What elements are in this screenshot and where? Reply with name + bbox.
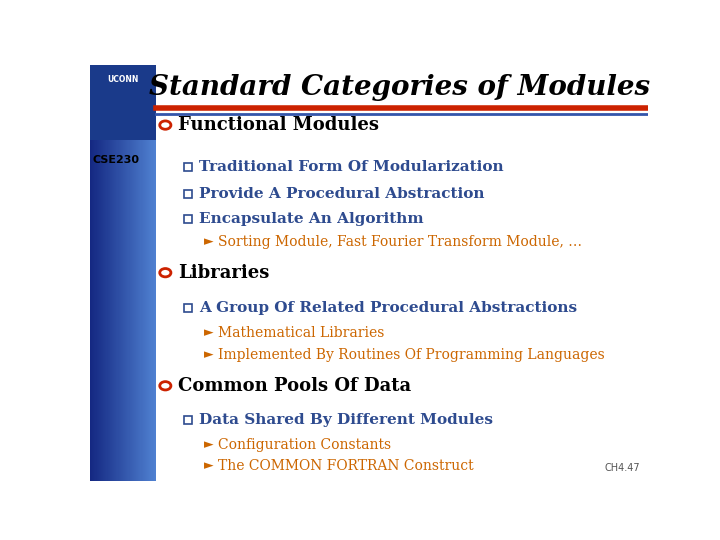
Bar [184, 416, 192, 424]
Bar [121, 65, 122, 481]
Bar [120, 65, 121, 481]
Bar [101, 65, 102, 481]
Text: UCONN: UCONN [107, 75, 139, 84]
Bar [132, 65, 134, 481]
Bar [115, 65, 117, 481]
Bar [184, 215, 192, 222]
Text: Functional Modules: Functional Modules [178, 116, 379, 134]
Text: ►: ► [204, 348, 214, 361]
Text: ►: ► [204, 459, 214, 472]
Bar [155, 65, 156, 481]
Bar [128, 65, 130, 481]
Bar [114, 65, 115, 481]
Bar [145, 65, 146, 481]
Text: CSE230: CSE230 [93, 156, 140, 165]
Bar [153, 65, 155, 481]
Bar [113, 65, 114, 481]
Text: Data Shared By Different Modules: Data Shared By Different Modules [199, 413, 493, 427]
Bar [91, 65, 92, 481]
Bar [151, 65, 153, 481]
Bar [102, 65, 103, 481]
Bar [105, 65, 107, 481]
Bar [92, 65, 94, 481]
Bar [126, 65, 127, 481]
Bar [148, 65, 149, 481]
Bar [142, 65, 143, 481]
Text: CH4.47: CH4.47 [604, 463, 639, 473]
Text: ►: ► [204, 235, 214, 248]
Bar [96, 65, 98, 481]
Bar [149, 65, 150, 481]
Text: Mathematical Libraries: Mathematical Libraries [218, 326, 384, 340]
Bar [125, 65, 126, 481]
Text: Traditional Form Of Modularization: Traditional Form Of Modularization [199, 160, 504, 174]
Text: Libraries: Libraries [178, 264, 269, 282]
Bar [122, 65, 123, 481]
Bar [103, 65, 104, 481]
Bar [112, 65, 113, 481]
Text: ►: ► [204, 438, 214, 451]
Bar [184, 163, 192, 171]
Bar [117, 65, 119, 481]
Bar [111, 65, 112, 481]
Bar [98, 65, 99, 481]
Bar [107, 65, 109, 481]
Text: ►: ► [204, 327, 214, 340]
Bar [150, 65, 151, 481]
Bar [156, 65, 648, 481]
Bar [109, 65, 111, 481]
Bar [119, 65, 120, 481]
Bar [99, 65, 100, 481]
Bar [100, 65, 101, 481]
Bar [127, 65, 128, 481]
Bar [123, 65, 124, 481]
Bar [94, 65, 96, 481]
Bar [124, 65, 125, 481]
Bar [135, 65, 136, 481]
Text: Sorting Module, Fast Fourier Transform Module, …: Sorting Module, Fast Fourier Transform M… [218, 234, 582, 248]
Text: Configuration Constants: Configuration Constants [218, 438, 392, 452]
Bar [146, 65, 147, 481]
Bar [90, 65, 91, 481]
Bar [134, 65, 135, 481]
Bar [104, 65, 105, 481]
Bar [147, 65, 148, 481]
Bar [184, 190, 192, 198]
Text: Provide A Procedural Abstraction: Provide A Procedural Abstraction [199, 187, 485, 201]
Text: Encapsulate An Algorithm: Encapsulate An Algorithm [199, 212, 424, 226]
Bar [138, 65, 140, 481]
Bar [90, 65, 156, 140]
Bar [144, 65, 145, 481]
Bar [130, 65, 132, 481]
Text: Common Pools Of Data: Common Pools Of Data [178, 377, 411, 395]
Text: The COMMON FORTRAN Construct: The COMMON FORTRAN Construct [218, 458, 474, 472]
Text: A Group Of Related Procedural Abstractions: A Group Of Related Procedural Abstractio… [199, 301, 577, 315]
Bar [143, 65, 144, 481]
Bar [136, 65, 138, 481]
Bar [184, 304, 192, 312]
Text: Implemented By Routines Of Programming Languages: Implemented By Routines Of Programming L… [218, 348, 605, 362]
Text: Standard Categories of Modules: Standard Categories of Modules [149, 74, 650, 101]
Bar [140, 65, 142, 481]
